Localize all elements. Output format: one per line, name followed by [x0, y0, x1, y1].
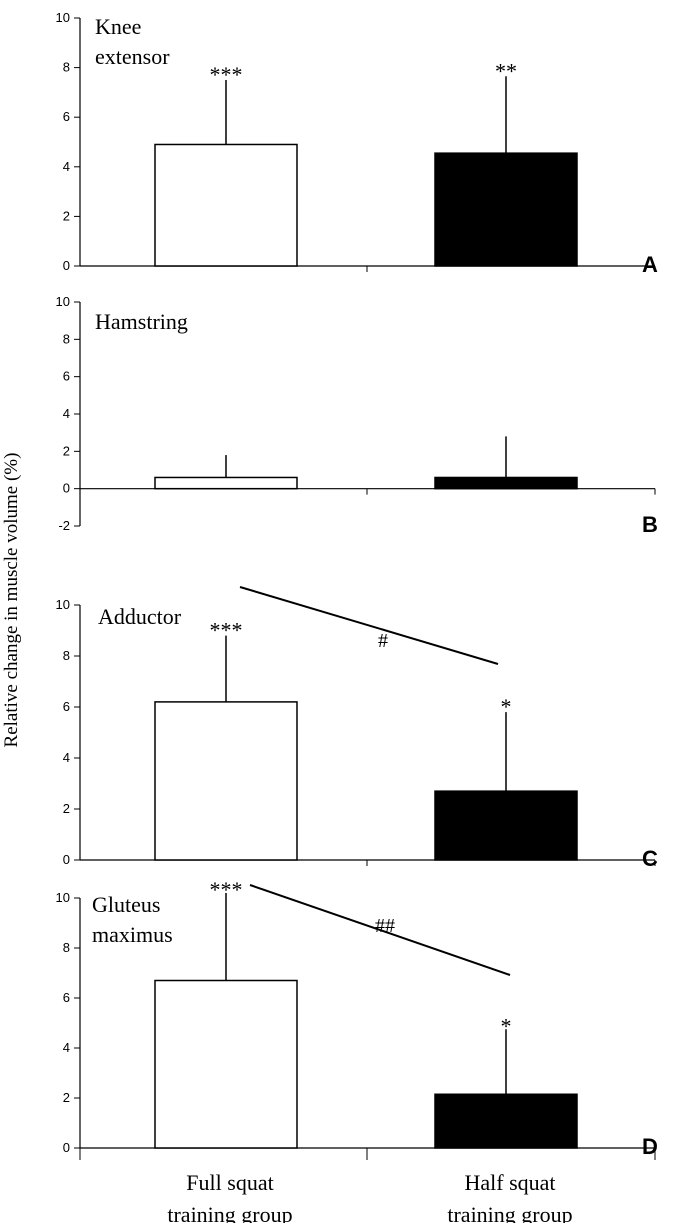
panel-title: maximus: [92, 922, 173, 947]
significance-marker: ***: [210, 877, 243, 902]
panel-letter: D: [642, 1134, 658, 1159]
y-tick-label: 10: [56, 10, 70, 25]
bar-half-squat: [434, 476, 578, 490]
panel-title: extensor: [95, 44, 170, 69]
y-tick-label: 4: [63, 159, 70, 174]
bar-half-squat: [434, 152, 578, 267]
y-tick-label: 4: [63, 1040, 70, 1055]
bar-full-squat: [154, 476, 298, 490]
y-tick-label: 0: [63, 481, 70, 496]
panel-title: Hamstring: [95, 309, 188, 334]
x-category-label: training group: [447, 1202, 572, 1223]
x-category-labels: Full squat training group Half squat traini…: [167, 1170, 572, 1223]
y-tick-label: 10: [56, 294, 70, 309]
between-group-marker: #: [378, 630, 388, 652]
x-category-label: Half squat: [464, 1170, 555, 1195]
y-tick-label: 8: [63, 60, 70, 75]
y-tick-label: 2: [63, 208, 70, 223]
y-tick-label: 0: [63, 1140, 70, 1155]
y-tick-label: 6: [63, 109, 70, 124]
y-tick-label: 2: [63, 443, 70, 458]
significance-marker: **: [495, 58, 517, 83]
y-tick-label: 2: [63, 801, 70, 816]
y-tick-label: 8: [63, 940, 70, 955]
y-tick-label: 10: [56, 890, 70, 905]
y-tick-label: 6: [63, 990, 70, 1005]
significance-marker: *: [501, 1013, 512, 1038]
y-tick-label: 0: [63, 852, 70, 867]
y-tick-label: 0: [63, 258, 70, 273]
bar-full-squat: [154, 143, 298, 267]
between-group-line: [249, 884, 511, 976]
between-group-marker: ##: [375, 915, 395, 937]
panel-letter: C: [642, 846, 658, 871]
significance-marker: ***: [210, 618, 243, 643]
panel-b: -2 0 2 4 6 8 10 Hamstring B: [56, 294, 658, 537]
y-tick-label: 6: [63, 699, 70, 714]
panel-letter: B: [642, 512, 658, 537]
bar-half-squat: [434, 1093, 578, 1149]
y-tick-label: 6: [63, 369, 70, 384]
y-tick-label: 10: [56, 597, 70, 612]
y-tick-label: 4: [63, 406, 70, 421]
panel-title: Adductor: [98, 604, 182, 629]
panel-title: Knee: [95, 14, 141, 39]
y-tick-label: 4: [63, 750, 70, 765]
y-tick-label: -2: [58, 518, 70, 533]
y-tick-label: 8: [63, 331, 70, 346]
panel-title: Gluteus: [92, 892, 160, 917]
significance-marker: ***: [210, 62, 243, 87]
y-tick-label: 2: [63, 1090, 70, 1105]
between-group-line: [239, 586, 499, 665]
panel-letter: A: [642, 252, 658, 277]
bar-half-squat: [434, 790, 578, 861]
y-tick-label: 8: [63, 648, 70, 663]
x-category-label: Full squat: [186, 1170, 273, 1195]
y-axis-label: Relative change in muscle volume (%): [1, 453, 22, 748]
significance-marker: *: [501, 694, 512, 719]
x-category-label: training group: [167, 1202, 292, 1223]
bar-full-squat: [154, 701, 298, 861]
bar-full-squat: [154, 979, 298, 1149]
